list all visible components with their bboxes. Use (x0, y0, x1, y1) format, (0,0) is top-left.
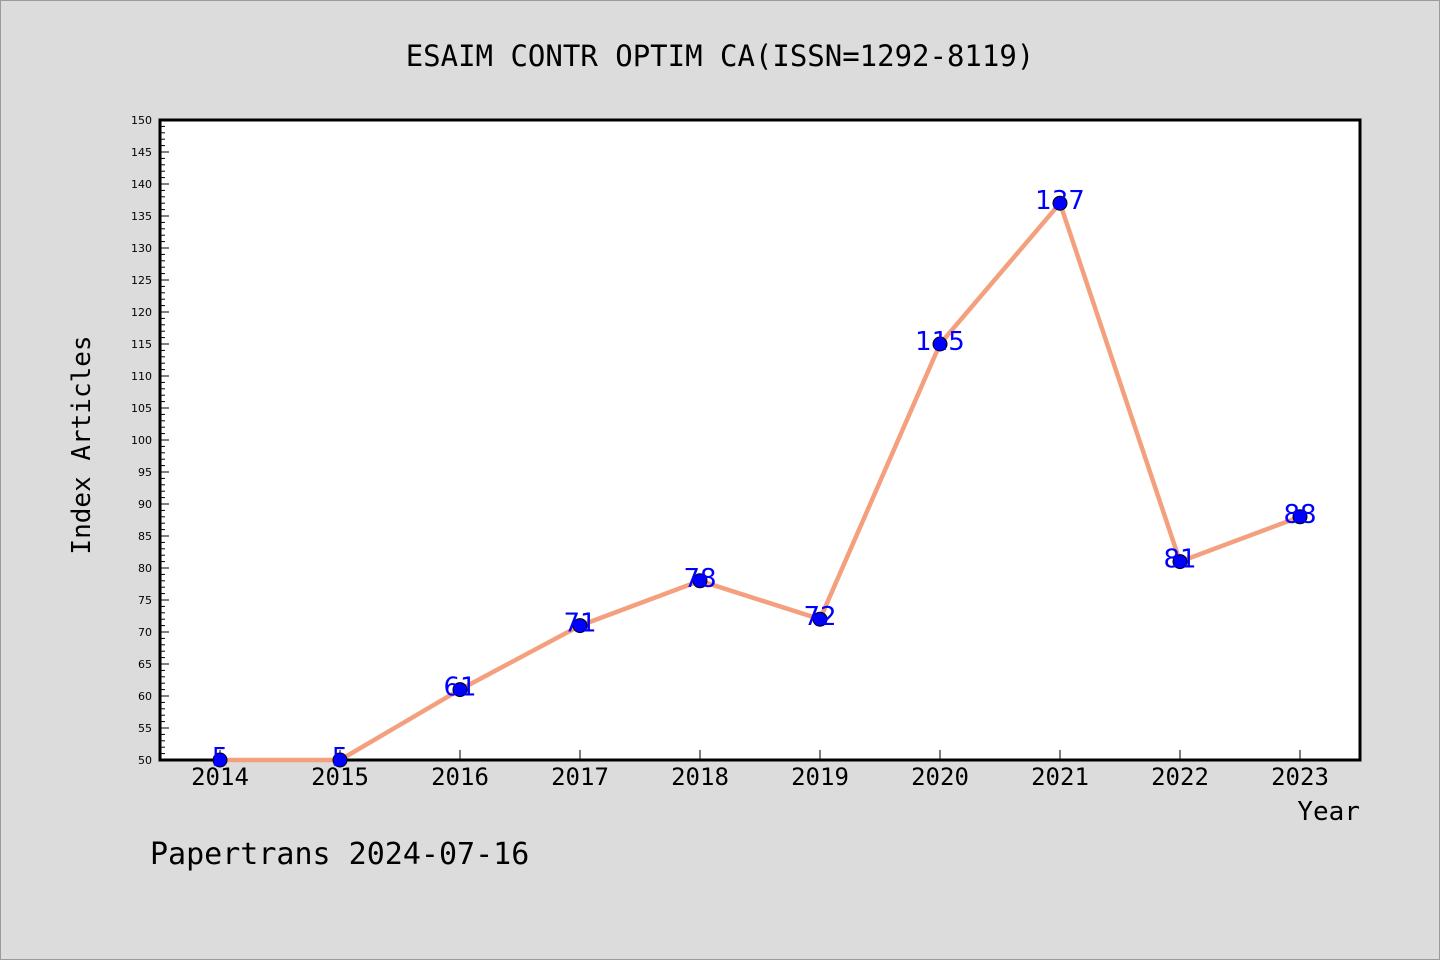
chart-title: ESAIM CONTR OPTIM CA(ISSN=1292-8119) (406, 39, 1035, 73)
y-tick-label: 125 (131, 274, 152, 287)
data-label: 81 (1163, 545, 1196, 575)
y-tick-label: 120 (131, 306, 152, 319)
data-point (1052, 195, 1068, 211)
data-label: 5 (332, 743, 349, 773)
y-tick-label: 105 (131, 402, 152, 415)
x-tick-label: 2020 (911, 763, 969, 791)
y-tick-label: 65 (138, 658, 152, 671)
x-axis-ticks: 2014 2015 2016 2017 2018 2019 2020 2021 2022 2023 (191, 750, 1329, 791)
y-tick-label: 95 (138, 466, 152, 479)
y-tick-label: 50 (138, 754, 152, 767)
data-point (932, 336, 948, 352)
data-label: 5 (212, 743, 229, 773)
y-axis-label: Index Articles (67, 335, 97, 554)
y-tick-label: 70 (138, 626, 152, 639)
y-tick-label: 75 (138, 594, 152, 607)
y-tick-label: 130 (131, 242, 152, 255)
plot-area (158, 118, 1362, 762)
y-tick-label: 85 (138, 530, 152, 543)
data-point (572, 618, 588, 634)
y-tick-label: 55 (138, 722, 152, 735)
data-point (212, 752, 228, 768)
data-label: 78 (683, 564, 716, 594)
data-points (212, 195, 1308, 768)
data-point (1292, 509, 1308, 525)
y-tick-label: 60 (138, 690, 152, 703)
x-tick-label: 2019 (791, 763, 849, 791)
y-tick-label: 115 (131, 338, 152, 351)
y-tick-label: 145 (131, 146, 152, 159)
series-polyline (220, 200, 1301, 763)
y-tick-label: 80 (138, 562, 152, 575)
x-tick-label: 2021 (1031, 763, 1089, 791)
x-tick-label: 2022 (1151, 763, 1209, 791)
x-axis-label: Year (1297, 797, 1360, 827)
data-label: 88 (1283, 500, 1316, 530)
y-tick-label: 100 (131, 434, 152, 447)
data-label: 137 (1035, 186, 1085, 216)
data-point (692, 573, 708, 589)
y-tick-label: 110 (131, 370, 152, 383)
x-tick-label: 2018 (671, 763, 729, 791)
y-tick-label: 135 (131, 210, 152, 223)
data-labels: 5 5 61 71 78 72 115 137 81 88 (212, 186, 1317, 773)
series-line (220, 200, 1301, 763)
data-label: 71 (563, 609, 596, 639)
y-tick-label: 140 (131, 178, 152, 191)
footer-source: Papertrans 2024-07-16 (150, 837, 529, 872)
x-tick-label: 2015 (311, 763, 369, 791)
data-label: 61 (443, 673, 476, 703)
data-point (812, 611, 828, 627)
y-tick-label: 150 (131, 114, 152, 127)
y-axis-ticks: 50 55 60 65 70 75 80 85 90 95 100 105 110 115 120 125 13… (131, 114, 169, 767)
x-tick-label: 2014 (191, 763, 249, 791)
data-point (452, 682, 468, 698)
x-tick-label: 2017 (551, 763, 609, 791)
y-tick-label: 90 (138, 498, 152, 511)
data-label: 72 (803, 602, 836, 632)
x-tick-label: 2023 (1271, 763, 1329, 791)
data-point (1172, 554, 1188, 570)
data-point (332, 752, 348, 768)
data-label: 115 (915, 327, 965, 357)
x-tick-label: 2016 (431, 763, 489, 791)
